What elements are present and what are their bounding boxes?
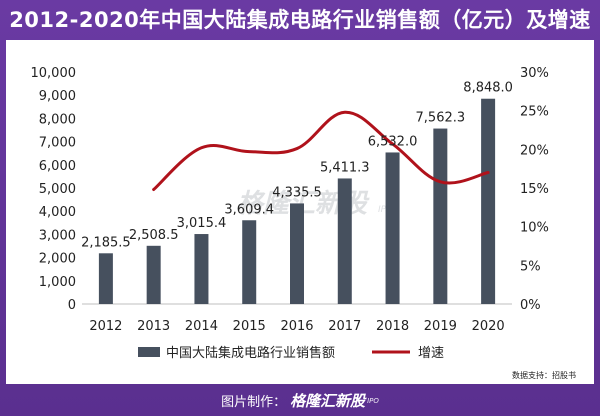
y-left-tick-label: 8,000 (39, 112, 76, 127)
y-left-tick-label: 7,000 (39, 136, 76, 151)
x-tick-label: 2014 (185, 319, 218, 334)
bar-data-labels: 2,185.52,508.53,015.43,609.4 4,335.5 5,411… (81, 81, 513, 251)
bar (290, 203, 304, 304)
x-tick-label: 2017 (328, 319, 361, 334)
x-tick-label: 2016 (280, 319, 313, 334)
x-tick-label: 2020 (472, 319, 505, 334)
line-series (152, 110, 490, 192)
bar (481, 98, 496, 304)
x-tick-label: 2015 (233, 319, 266, 334)
bar-value-label: 4,335.5 (272, 185, 322, 200)
legend-line-label: 增速 (418, 346, 444, 361)
y-left-tick-label: 3,000 (39, 228, 76, 243)
y-right-tick-label: 10% (520, 221, 549, 236)
bar (337, 178, 352, 304)
footer-brand-sub: IPO (367, 397, 379, 405)
bar (433, 128, 448, 304)
x-tick-label: 2012 (89, 319, 122, 334)
y-right-tick-label: 5% (520, 259, 541, 274)
bar-line-chart: 格隆汇新股 IPO 01,0002,0003,0004,0005,0006,00… (31, 66, 577, 380)
y-left-tick-label: 1,000 (39, 275, 76, 290)
y-left-tick-label: 6,000 (39, 159, 76, 174)
y-right-tick-label: 15% (520, 182, 549, 197)
x-tick-label: 2013 (137, 319, 170, 334)
y-left-tick-label: 2,000 (39, 252, 76, 267)
bar (242, 220, 257, 304)
y-right-tick-label: 30% (520, 66, 549, 81)
bar-value-label: 3,015.4 (177, 216, 227, 231)
y-right-tick-label: 20% (520, 143, 549, 158)
bar (98, 253, 113, 304)
legend-bar-swatch (138, 347, 160, 357)
bar-value-label: 7,562.3 (416, 111, 466, 126)
y-left-tick-label: 9,000 (39, 89, 76, 104)
x-tick-label: 2018 (376, 319, 409, 334)
bar-series (98, 98, 496, 304)
axes: 0 1,000 2,000 3,000 4,000 5,000 6,000 7,000 8,00… (31, 66, 549, 334)
bar-value-label: 3,609.4 (224, 202, 274, 217)
y-right-tick-label: 25% (520, 105, 549, 120)
bar (146, 245, 161, 304)
footer-label: 图片制作： (221, 395, 287, 410)
data-source-note: 数据支持：招股书 (512, 370, 576, 380)
legend: 中国大陆集成电路行业销售额 增速 (138, 345, 444, 361)
bar (194, 234, 209, 304)
y-left-tick-label: 4,000 (39, 205, 76, 220)
growth-line (152, 110, 490, 192)
bar-value-label: 2,508.5 (129, 228, 179, 243)
bar (385, 152, 400, 304)
y-left-tick-label: 5,000 (39, 182, 76, 197)
x-tick-label: 2019 (424, 319, 457, 334)
y-right-tick-label: 0% (520, 298, 541, 313)
y-left-tick-label: 0 (68, 298, 76, 313)
bar-value-label: 5,411.3 (320, 160, 370, 175)
legend-bar-label: 中国大陆集成电路行业销售额 (166, 345, 335, 361)
chart-title: 2012-2020年中国大陆集成电路行业销售额（亿元）及增速 (9, 8, 591, 32)
bar-value-label: 6,532.0 (368, 134, 418, 149)
bar-value-label: 8,848.0 (463, 81, 513, 96)
bar-value-label: 2,185.5 (81, 235, 131, 250)
chart-panel: 格隆汇新股 IPO 01,0002,0003,0004,0005,0006,00… (6, 40, 594, 384)
footer-brand: 格隆汇新股 (290, 392, 366, 410)
y-left-tick-label: 10,000 (31, 66, 77, 81)
footer: 图片制作： 格隆汇新股 IPO (0, 388, 600, 414)
